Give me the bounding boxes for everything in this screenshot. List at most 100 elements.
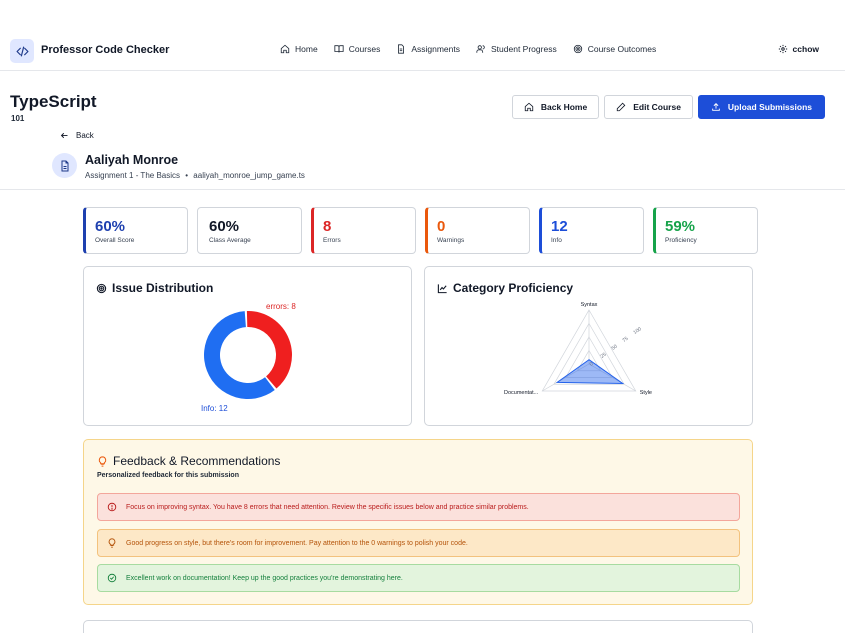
lightbulb-icon [98, 455, 107, 467]
radar-tick-label: 75 [621, 336, 629, 344]
stat-value: 60% [95, 218, 126, 235]
course-title: TypeScript [10, 92, 97, 111]
radar-axis-line [542, 363, 590, 392]
feedback-error-text: Focus on improving syntax. You have 8 er… [126, 503, 529, 511]
stat-label: Errors [323, 237, 341, 244]
stat-label: Warnings [437, 237, 465, 244]
main-nav: Home Courses Assignments Student Progres… [280, 44, 656, 54]
nav-courses-label: Courses [348, 44, 381, 54]
assignment-name: Assignment 1 - The Basics [85, 171, 181, 180]
submission-meta: Assignment 1 - The Basics • aaliyah_monr… [85, 171, 305, 180]
stat-warnings: 0 Warnings [425, 207, 530, 254]
course-actions: Back Home Edit Course Upload Submissions [511, 95, 825, 119]
donut-slice-errors[interactable] [246, 311, 293, 389]
file-avatar [52, 153, 77, 178]
stat-value: 8 [323, 218, 332, 235]
feedback-item-warning: Good progress on style, but there's room… [97, 529, 740, 557]
file-text-icon [398, 44, 405, 54]
radar-grid-ring [553, 322, 625, 385]
radar-grid-ring [576, 349, 602, 372]
edit-course-label: Edit Course [633, 102, 681, 112]
book-icon [334, 45, 344, 53]
target-icon [573, 44, 582, 54]
nav-assignments[interactable]: Assignments [396, 44, 460, 54]
check-circle-icon [107, 573, 117, 583]
stat-label: Info [551, 237, 562, 244]
issue-distribution-heading: Issue Distribution [96, 281, 213, 295]
stat-label: Class Average [209, 237, 251, 244]
radar-axis-label: Style [640, 390, 652, 396]
radar-series-area[interactable] [555, 359, 625, 384]
stat-class-average: 60% Class Average [197, 207, 302, 254]
alert-circle-icon [107, 502, 117, 512]
back-home-button[interactable]: Back Home [511, 95, 600, 119]
stats-row: 60% Overall Score 60% Class Average 8 Er… [83, 207, 758, 254]
nav-student-progress-label: Student Progress [491, 44, 557, 54]
radar-axis-label: Syntax [581, 302, 598, 308]
stat-proficiency: 59% Proficiency [653, 207, 758, 254]
feedback-warning-text: Good progress on style, but there's room… [126, 539, 468, 547]
upload-icon [712, 103, 720, 111]
stat-label: Proficiency [665, 237, 697, 244]
nav-course-outcomes-label: Course Outcomes [587, 44, 657, 54]
stat-value: 60% [209, 218, 240, 235]
course-number: 101 [11, 114, 25, 123]
app-name[interactable]: Professor Code Checker [41, 44, 170, 56]
issue-distribution-card: Issue Distribution errors: 8 Info: 12 [83, 266, 412, 426]
radar-grid-ring [565, 336, 613, 378]
upload-submissions-button[interactable]: Upload Submissions [697, 95, 825, 119]
category-proficiency-title: Category Proficiency [453, 281, 574, 295]
category-proficiency-heading: Category Proficiency [437, 281, 573, 295]
stat-errors: 8 Errors [311, 207, 416, 254]
feedback-title: Feedback & Recommendations [113, 454, 281, 468]
meta-separator: • [185, 171, 189, 180]
donut-label-info: Info: 12 [201, 404, 228, 413]
line-chart-icon [437, 283, 447, 293]
arrow-left-icon [60, 132, 68, 139]
user-menu[interactable]: cchow [778, 44, 819, 54]
edit-course-button[interactable]: Edit Course [604, 95, 693, 119]
nav-home-label: Home [295, 44, 318, 54]
stat-value: 0 [437, 218, 446, 235]
lightbulb-icon [108, 538, 116, 548]
pencil-icon [617, 102, 626, 112]
feedback-subtitle: Personalized feedback for this submissio… [97, 472, 239, 479]
nav-course-outcomes[interactable]: Course Outcomes [573, 44, 657, 54]
code-icon[interactable] [10, 39, 34, 63]
radar-tick-label: 50 [611, 344, 619, 352]
stat-value: 12 [551, 218, 568, 235]
nav-courses[interactable]: Courses [334, 44, 381, 54]
issue-distribution-title: Issue Distribution [112, 281, 214, 295]
category-proficiency-card: Category Proficiency 0 25 50 75 100 Syntax Sty… [424, 266, 753, 426]
home-icon [524, 102, 534, 112]
nav-home[interactable]: Home [280, 44, 318, 54]
donut-label-errors: errors: 8 [266, 302, 296, 311]
feedback-item-success: Excellent work on documentation! Keep up… [97, 564, 740, 592]
nav-student-progress[interactable]: Student Progress [476, 44, 557, 54]
back-label: Back [76, 131, 94, 140]
radar-grid-ring [541, 309, 637, 392]
back-link[interactable]: Back [60, 131, 94, 140]
radar-axis-line [588, 363, 636, 392]
back-home-label: Back Home [540, 102, 588, 112]
feedback-heading: Feedback & Recommendations [97, 454, 280, 468]
stat-label: Overall Score [95, 237, 135, 244]
stat-overall-score: 60% Overall Score [83, 207, 188, 254]
username: cchow [792, 44, 819, 54]
file-name: aaliyah_monroe_jump_game.ts [193, 171, 305, 180]
radar-tick-label: 0 [589, 361, 595, 368]
section-divider [0, 189, 845, 190]
nav-assignments-label: Assignments [411, 44, 461, 54]
stat-value: 59% [665, 218, 696, 235]
top-nav-bar: Professor Code Checker Home Courses Assi… [0, 30, 845, 71]
users-icon [476, 45, 485, 53]
stat-info: 12 Info [539, 207, 644, 254]
target-icon [96, 283, 107, 293]
home-icon [280, 44, 290, 54]
file-icon [61, 160, 68, 171]
upload-submissions-label: Upload Submissions [727, 102, 812, 112]
issues-card [83, 620, 753, 633]
donut-slice-info[interactable] [204, 311, 275, 399]
issue-donut-chart[interactable]: errors: 8 Info: 12 [84, 300, 411, 425]
